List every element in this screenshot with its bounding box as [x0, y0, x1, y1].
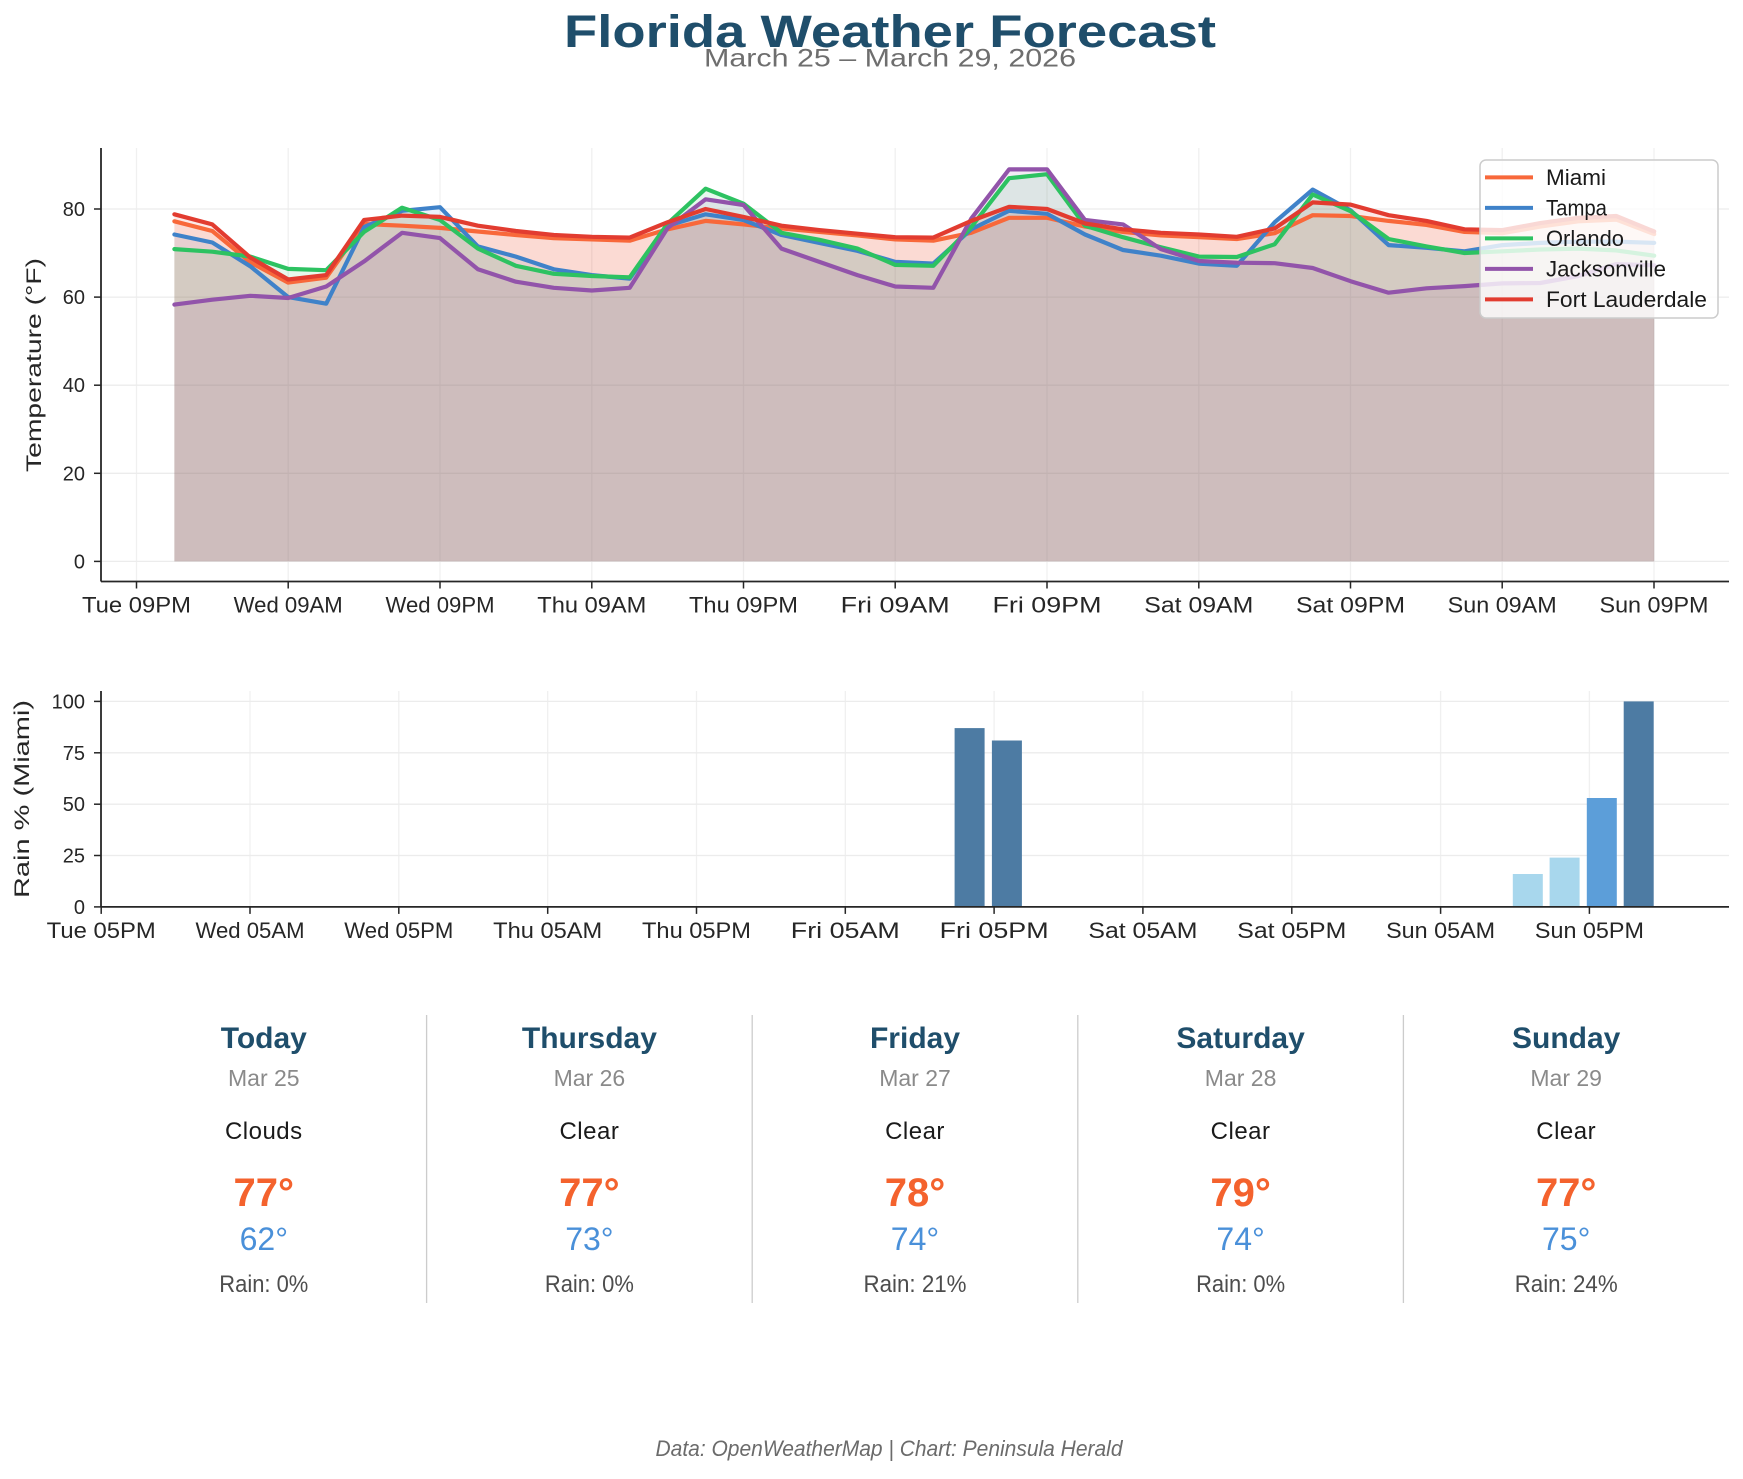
svg-text:Rain: 0%: Rain: 0%: [545, 1271, 634, 1298]
svg-text:Saturday: Saturday: [1176, 1022, 1305, 1055]
svg-text:Wed 05PM: Wed 05PM: [344, 918, 453, 943]
svg-text:Mar 28: Mar 28: [1205, 1065, 1277, 1091]
svg-text:40: 40: [63, 375, 85, 397]
svg-text:50: 50: [63, 794, 85, 816]
svg-text:Wed 05AM: Wed 05AM: [196, 918, 305, 943]
svg-text:Clouds: Clouds: [225, 1118, 303, 1145]
svg-text:Rain: 21%: Rain: 21%: [864, 1271, 967, 1298]
svg-text:20: 20: [63, 463, 85, 485]
svg-text:Thu 09AM: Thu 09AM: [537, 593, 646, 618]
svg-text:79°: 79°: [1210, 1171, 1271, 1215]
svg-text:Rain: 0%: Rain: 0%: [1196, 1271, 1285, 1298]
svg-text:Sat 05AM: Sat 05AM: [1088, 918, 1197, 943]
svg-text:Thu 09PM: Thu 09PM: [689, 593, 798, 618]
svg-text:77°: 77°: [234, 1171, 295, 1215]
svg-text:Clear: Clear: [1536, 1118, 1596, 1145]
svg-text:Fri 05PM: Fri 05PM: [940, 918, 1049, 943]
svg-text:Friday: Friday: [870, 1022, 960, 1055]
svg-text:Tue 09PM: Tue 09PM: [82, 593, 191, 618]
svg-text:Sunday: Sunday: [1512, 1022, 1621, 1055]
svg-text:Tue 05PM: Tue 05PM: [47, 918, 156, 943]
svg-text:March 25 – March 29, 2026: March 25 – March 29, 2026: [704, 45, 1076, 73]
svg-text:Fort Lauderdale: Fort Lauderdale: [1546, 287, 1707, 312]
svg-text:Florida Weather Forecast: Florida Weather Forecast: [564, 6, 1216, 57]
svg-text:Today: Today: [221, 1022, 307, 1055]
svg-text:Clear: Clear: [1211, 1118, 1271, 1145]
svg-text:Thu 05AM: Thu 05AM: [493, 918, 602, 943]
svg-text:Orlando: Orlando: [1546, 226, 1624, 251]
svg-text:74°: 74°: [1216, 1221, 1264, 1257]
svg-text:78°: 78°: [885, 1171, 946, 1215]
svg-text:Wed 09AM: Wed 09AM: [234, 593, 343, 618]
svg-text:Data: OpenWeatherMap | Chart:: Data: OpenWeatherMap | Chart: Peninsula …: [656, 1436, 1124, 1461]
svg-text:Sun 05AM: Sun 05AM: [1386, 918, 1495, 943]
svg-text:Fri 09AM: Fri 09AM: [841, 593, 950, 618]
svg-text:Sat 09PM: Sat 09PM: [1296, 593, 1405, 618]
svg-text:Sat 05PM: Sat 05PM: [1237, 918, 1346, 943]
svg-text:0: 0: [74, 551, 85, 573]
svg-text:Mar 26: Mar 26: [554, 1065, 626, 1091]
svg-text:60: 60: [63, 287, 85, 309]
svg-text:80: 80: [63, 199, 85, 221]
svg-text:Jacksonville: Jacksonville: [1546, 257, 1666, 282]
svg-text:Rain: 0%: Rain: 0%: [219, 1271, 308, 1298]
svg-text:75°: 75°: [1542, 1221, 1590, 1257]
svg-text:Wed 09PM: Wed 09PM: [386, 593, 495, 618]
svg-text:77°: 77°: [559, 1171, 620, 1215]
svg-text:Fri 05AM: Fri 05AM: [791, 918, 900, 943]
svg-text:77°: 77°: [1536, 1171, 1597, 1215]
svg-text:100: 100: [52, 691, 85, 713]
svg-text:Mar 27: Mar 27: [879, 1065, 951, 1091]
svg-text:Thursday: Thursday: [522, 1022, 657, 1055]
svg-text:Clear: Clear: [559, 1118, 619, 1145]
svg-text:74°: 74°: [891, 1221, 939, 1257]
svg-text:Mar 25: Mar 25: [228, 1065, 300, 1091]
svg-text:Thu 05PM: Thu 05PM: [642, 918, 751, 943]
svg-text:Sun 09AM: Sun 09AM: [1448, 593, 1557, 618]
svg-text:Rain % (Miami): Rain % (Miami): [11, 700, 34, 898]
svg-text:Tampa: Tampa: [1546, 196, 1608, 221]
svg-text:75: 75: [63, 743, 85, 765]
svg-text:Sat 09AM: Sat 09AM: [1144, 593, 1253, 618]
svg-text:0: 0: [74, 897, 85, 919]
svg-text:Sun 05PM: Sun 05PM: [1535, 918, 1644, 943]
svg-text:Temperature (°F): Temperature (°F): [23, 258, 46, 472]
svg-text:Sun 09PM: Sun 09PM: [1600, 593, 1709, 618]
svg-text:Fri 09PM: Fri 09PM: [993, 593, 1102, 618]
svg-text:Rain: 24%: Rain: 24%: [1515, 1271, 1618, 1298]
svg-text:62°: 62°: [240, 1221, 288, 1257]
svg-text:Clear: Clear: [885, 1118, 945, 1145]
svg-text:25: 25: [63, 846, 85, 868]
svg-text:Miami: Miami: [1546, 165, 1606, 190]
svg-text:Mar 29: Mar 29: [1530, 1065, 1602, 1091]
svg-text:73°: 73°: [565, 1221, 613, 1257]
